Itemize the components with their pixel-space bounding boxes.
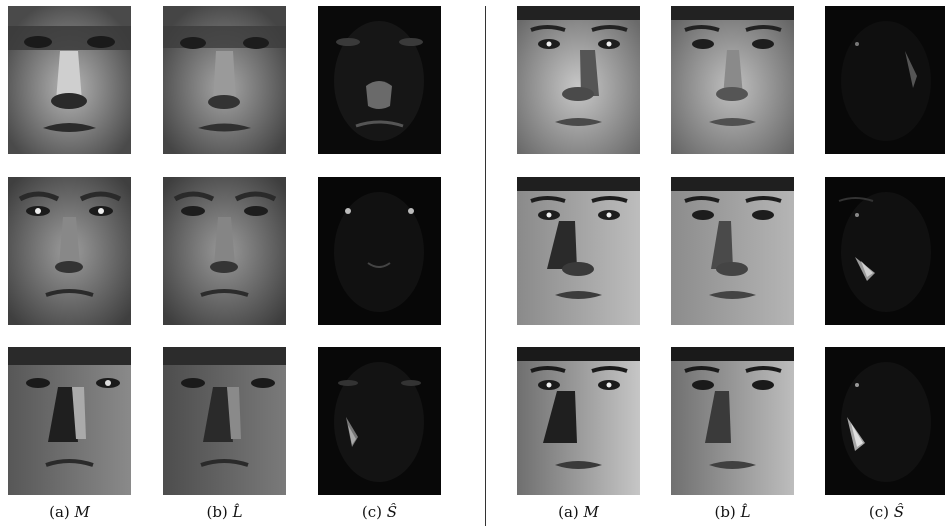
face-image-left-M-row3 <box>8 347 131 495</box>
caption-symbol: Ŝ <box>893 503 905 521</box>
face-image-right-S-row2 <box>825 177 945 325</box>
face-image-left-L-row1 <box>163 6 286 154</box>
caption-label: (c) <box>361 503 383 521</box>
face-image-right-M-row3 <box>517 347 640 495</box>
face-image-left-L-row2 <box>163 177 286 325</box>
face-image-left-M-row2 <box>8 177 131 325</box>
caption-right-a: (a) M <box>517 503 640 521</box>
face-image-right-L-row2 <box>671 177 794 325</box>
face-image-right-M-row1 <box>517 6 640 154</box>
face-image-left-S-row3 <box>318 347 441 495</box>
face-image-left-L-row3 <box>163 347 286 495</box>
caption-label: (c) <box>868 503 890 521</box>
face-image-left-M-row1 <box>8 6 131 154</box>
caption-label: (a) <box>558 503 579 521</box>
face-image-left-S-row2 <box>318 177 441 325</box>
face-image-right-L-row3 <box>671 347 794 495</box>
caption-symbol: L̂ <box>740 503 751 521</box>
face-image-left-S-row1 <box>318 6 441 154</box>
caption-left-c: (c) Ŝ <box>318 503 441 521</box>
panel-divider <box>485 6 486 526</box>
face-image-right-S-row1 <box>825 6 945 154</box>
caption-label: (b) <box>206 503 228 521</box>
face-image-right-S-row3 <box>825 347 945 495</box>
caption-right-b: (b) L̂ <box>671 503 794 521</box>
face-image-right-M-row2 <box>517 177 640 325</box>
caption-label: (a) <box>49 503 70 521</box>
caption-label: (b) <box>714 503 736 521</box>
caption-symbol: Ŝ <box>386 503 398 521</box>
caption-left-a: (a) M <box>8 503 131 521</box>
caption-left-b: (b) L̂ <box>163 503 286 521</box>
caption-symbol: M <box>583 503 599 521</box>
face-image-right-L-row1 <box>671 6 794 154</box>
caption-right-c: (c) Ŝ <box>825 503 945 521</box>
caption-symbol: L̂ <box>232 503 243 521</box>
caption-symbol: M <box>74 503 90 521</box>
